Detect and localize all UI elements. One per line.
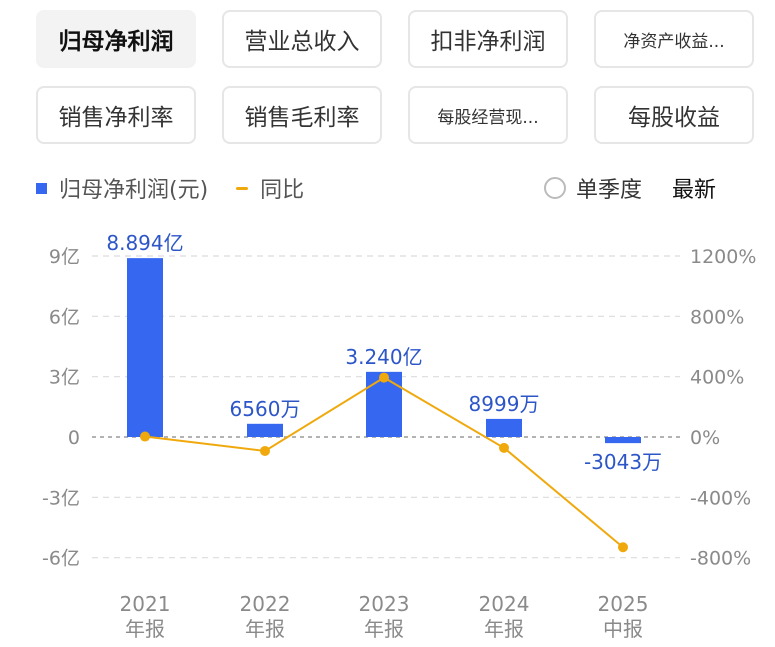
right-tick-label: -400% (690, 487, 751, 509)
tab-6[interactable]: 每股经营现... (408, 86, 568, 144)
right-tick-label: -800% (690, 548, 751, 570)
bar-2023 (366, 371, 402, 437)
bar-2024 (486, 418, 522, 437)
data-label-2023: 3.240亿 (345, 345, 422, 369)
latest-label[interactable]: 最新 (671, 178, 716, 203)
x-label-period: 年报 (125, 617, 165, 640)
line-legend-label: 同比 (260, 178, 305, 203)
legend-row: 归母净利润(元) 同比 单季度 最新 (36, 168, 736, 208)
yoy-point-2025 (618, 542, 628, 553)
x-label-period: 年报 (364, 617, 404, 640)
left-tick-label: -6亿 (42, 548, 80, 570)
tab-4[interactable]: 销售净利率 (36, 86, 196, 144)
profit-chart: 9亿 6亿 3亿 0 -3亿 -6亿 1200% 800% 400% 0% -400% -800% 8.… (42, 231, 756, 640)
bar-legend-label: 归母净利润(元) (59, 178, 209, 203)
right-tick-label: 1200% (690, 246, 756, 268)
x-label-period: 年报 (484, 617, 524, 640)
data-label-2025: -3043万 (584, 450, 662, 474)
yoy-point-2022 (260, 445, 270, 456)
bar-2025 (605, 437, 641, 444)
left-tick-label: 0 (68, 427, 80, 449)
season-label[interactable]: 单季度 (575, 178, 642, 203)
left-tick-label: 3亿 (49, 367, 80, 389)
tab-7[interactable]: 每股收益 (594, 86, 754, 144)
bar-2022 (247, 423, 283, 437)
x-label-period: 年报 (245, 617, 285, 640)
tab-1[interactable]: 营业总收入 (222, 10, 382, 68)
tab-5[interactable]: 销售毛利率 (222, 86, 382, 144)
right-tick-label: 800% (690, 306, 744, 328)
tab-0[interactable]: 归母净利润 (36, 10, 196, 68)
season-radio[interactable] (543, 177, 566, 199)
bar-2021 (127, 258, 163, 437)
bar-legend-swatch (36, 182, 47, 194)
x-label-year: 2021 (120, 592, 171, 616)
x-label-year: 2024 (479, 592, 530, 616)
x-label-year: 2025 (598, 592, 649, 616)
data-label-2024: 8999万 (469, 392, 540, 416)
metric-tabs: 归母净利润 营业总收入 扣非净利润 净资产收益... 销售净利率 销售毛利率 每股经营现..… (36, 10, 756, 144)
line-legend-swatch (236, 186, 249, 190)
x-label-year: 2022 (240, 592, 291, 616)
tab-2[interactable]: 扣非净利润 (408, 10, 568, 68)
yoy-point-2021 (140, 431, 150, 442)
tab-3[interactable]: 净资产收益... (594, 10, 754, 68)
right-tick-label: 0% (690, 427, 720, 449)
data-label-2022: 6560万 (230, 397, 301, 421)
yoy-point-2024 (499, 442, 509, 453)
left-tick-label: 6亿 (49, 306, 80, 328)
left-tick-label: -3亿 (42, 487, 80, 509)
right-tick-label: 400% (690, 367, 744, 389)
x-label-period: 中报 (603, 617, 643, 640)
yoy-point-2023 (379, 372, 389, 383)
x-label-year: 2023 (359, 592, 410, 616)
data-label-2021: 8.894亿 (106, 231, 183, 255)
left-tick-label: 9亿 (49, 246, 80, 268)
